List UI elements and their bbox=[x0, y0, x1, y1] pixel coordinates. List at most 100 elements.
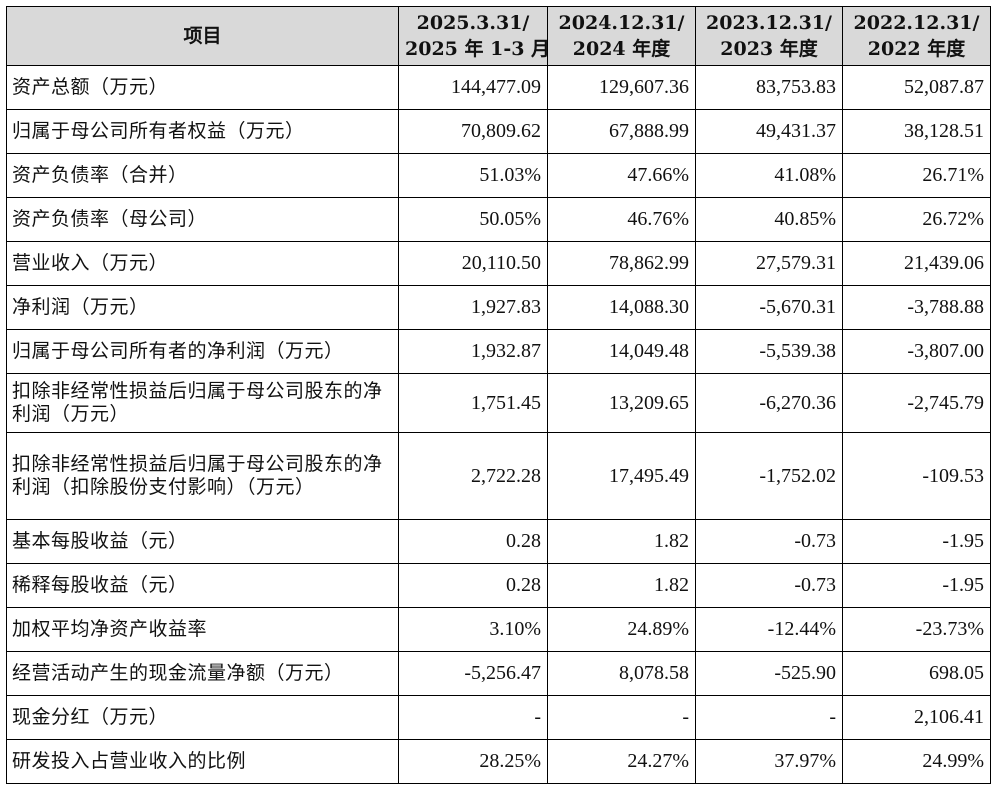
cell-value: 40.85% bbox=[695, 197, 843, 242]
cell-value: 51.03% bbox=[398, 153, 548, 198]
cell-value: 24.89% bbox=[547, 607, 696, 652]
table-row: 经营活动产生的现金流量净额（万元） -5,256.47 8,078.58 -52… bbox=[6, 651, 991, 696]
cell-value: 21,439.06 bbox=[842, 241, 991, 286]
cell-value: 14,088.30 bbox=[547, 285, 696, 330]
header-period-2023: 2023.12.31/ 2023 年度 bbox=[695, 6, 843, 66]
row-label: 加权平均净资产收益率 bbox=[6, 607, 399, 652]
row-label: 稀释每股收益（元） bbox=[6, 563, 399, 608]
cell-value: 37.97% bbox=[695, 739, 843, 784]
cell-value: 47.66% bbox=[547, 153, 696, 198]
row-label: 基本每股收益（元） bbox=[6, 519, 399, 564]
row-label: 营业收入（万元） bbox=[6, 241, 399, 286]
cell-value: 20,110.50 bbox=[398, 241, 548, 286]
row-label: 归属于母公司所有者的净利润（万元） bbox=[6, 329, 399, 374]
row-label: 研发投入占营业收入的比例 bbox=[6, 739, 399, 784]
table-row: 净利润（万元） 1,927.83 14,088.30 -5,670.31 -3,… bbox=[6, 285, 991, 330]
cell-value: -3,788.88 bbox=[842, 285, 991, 330]
cell-value: -23.73% bbox=[842, 607, 991, 652]
cell-value: -1.95 bbox=[842, 563, 991, 608]
cell-value: 14,049.48 bbox=[547, 329, 696, 374]
cell-value: 1,751.45 bbox=[398, 373, 548, 433]
cell-value: -0.73 bbox=[695, 563, 843, 608]
table-row: 资产负债率（母公司） 50.05% 46.76% 40.85% 26.72% bbox=[6, 197, 991, 242]
table-row: 归属于母公司所有者权益（万元） 70,809.62 67,888.99 49,4… bbox=[6, 109, 991, 154]
table-row: 资产负债率（合并） 51.03% 47.66% 41.08% 26.71% bbox=[6, 153, 991, 198]
cell-value: 3.10% bbox=[398, 607, 548, 652]
cell-value: 50.05% bbox=[398, 197, 548, 242]
cell-value: 1.82 bbox=[547, 519, 696, 564]
cell-value: 1,927.83 bbox=[398, 285, 548, 330]
row-label: 资产总额（万元） bbox=[6, 65, 399, 110]
financial-summary-table: 项目 2025.3.31/ 2025 年 1-3 月 2024.12.31/ 2… bbox=[6, 6, 991, 784]
header-period-2024: 2024.12.31/ 2024 年度 bbox=[547, 6, 696, 66]
cell-value: -5,539.38 bbox=[695, 329, 843, 374]
header-period: 2024 年度 bbox=[572, 38, 671, 60]
cell-value: 26.72% bbox=[842, 197, 991, 242]
header-period-2025q1: 2025.3.31/ 2025 年 1-3 月 bbox=[398, 6, 548, 66]
row-label: 现金分红（万元） bbox=[6, 695, 399, 740]
table-row: 基本每股收益（元） 0.28 1.82 -0.73 -1.95 bbox=[6, 519, 991, 564]
cell-value: -525.90 bbox=[695, 651, 843, 696]
cell-value: 83,753.83 bbox=[695, 65, 843, 110]
header-date: 2022.12.31/ bbox=[853, 12, 980, 34]
cell-value: 8,078.58 bbox=[547, 651, 696, 696]
header-period: 2025 年 1-3 月 bbox=[405, 38, 548, 60]
table-row: 扣除非经常性损益后归属于母公司股东的净利润（扣除股份支付影响）（万元） 2,72… bbox=[6, 432, 991, 520]
cell-value: -1,752.02 bbox=[695, 432, 843, 520]
cell-value: -12.44% bbox=[695, 607, 843, 652]
table-header-row: 项目 2025.3.31/ 2025 年 1-3 月 2024.12.31/ 2… bbox=[6, 6, 991, 66]
row-label: 归属于母公司所有者权益（万元） bbox=[6, 109, 399, 154]
header-period-2022: 2022.12.31/ 2022 年度 bbox=[842, 6, 991, 66]
cell-value: 26.71% bbox=[842, 153, 991, 198]
row-label: 扣除非经常性损益后归属于母公司股东的净利润（扣除股份支付影响）（万元） bbox=[6, 432, 399, 520]
cell-value: 67,888.99 bbox=[547, 109, 696, 154]
cell-value: 13,209.65 bbox=[547, 373, 696, 433]
cell-value: 41.08% bbox=[695, 153, 843, 198]
cell-value: 0.28 bbox=[398, 563, 548, 608]
cell-value: 2,722.28 bbox=[398, 432, 548, 520]
row-label: 资产负债率（母公司） bbox=[6, 197, 399, 242]
cell-value: -0.73 bbox=[695, 519, 843, 564]
header-period: 2023 年度 bbox=[720, 38, 818, 60]
table-row: 营业收入（万元） 20,110.50 78,862.99 27,579.31 2… bbox=[6, 241, 991, 286]
header-date: 2023.12.31/ bbox=[706, 12, 832, 34]
cell-value: - bbox=[398, 695, 548, 740]
cell-value: 70,809.62 bbox=[398, 109, 548, 154]
cell-value: 144,477.09 bbox=[398, 65, 548, 110]
table-row: 加权平均净资产收益率 3.10% 24.89% -12.44% -23.73% bbox=[6, 607, 991, 652]
table-row: 资产总额（万元） 144,477.09 129,607.36 83,753.83… bbox=[6, 65, 991, 110]
cell-value: -1.95 bbox=[842, 519, 991, 564]
cell-value: 0.28 bbox=[398, 519, 548, 564]
cell-value: -109.53 bbox=[842, 432, 991, 520]
row-label: 经营活动产生的现金流量净额（万元） bbox=[6, 651, 399, 696]
header-date: 2024.12.31/ bbox=[558, 12, 685, 34]
cell-value: - bbox=[695, 695, 843, 740]
cell-value: - bbox=[547, 695, 696, 740]
cell-value: -3,807.00 bbox=[842, 329, 991, 374]
header-item: 项目 bbox=[6, 6, 399, 66]
cell-value: -6,270.36 bbox=[695, 373, 843, 433]
cell-value: 1,932.87 bbox=[398, 329, 548, 374]
row-label: 净利润（万元） bbox=[6, 285, 399, 330]
table-row: 稀释每股收益（元） 0.28 1.82 -0.73 -1.95 bbox=[6, 563, 991, 608]
financial-summary-table-container: 项目 2025.3.31/ 2025 年 1-3 月 2024.12.31/ 2… bbox=[6, 6, 991, 784]
cell-value: 1.82 bbox=[547, 563, 696, 608]
cell-value: 698.05 bbox=[842, 651, 991, 696]
cell-value: 27,579.31 bbox=[695, 241, 843, 286]
cell-value: 38,128.51 bbox=[842, 109, 991, 154]
header-date: 2025.3.31/ bbox=[416, 12, 530, 34]
header-period: 2022 年度 bbox=[867, 38, 966, 60]
row-label: 资产负债率（合并） bbox=[6, 153, 399, 198]
cell-value: 24.99% bbox=[842, 739, 991, 784]
row-label: 扣除非经常性损益后归属于母公司股东的净利润（万元） bbox=[6, 373, 399, 433]
cell-value: 2,106.41 bbox=[842, 695, 991, 740]
cell-value: -2,745.79 bbox=[842, 373, 991, 433]
table-row: 归属于母公司所有者的净利润（万元） 1,932.87 14,049.48 -5,… bbox=[6, 329, 991, 374]
cell-value: 28.25% bbox=[398, 739, 548, 784]
cell-value: 49,431.37 bbox=[695, 109, 843, 154]
cell-value: 17,495.49 bbox=[547, 432, 696, 520]
table-row: 现金分红（万元） - - - 2,106.41 bbox=[6, 695, 991, 740]
table-row: 扣除非经常性损益后归属于母公司股东的净利润（万元） 1,751.45 13,20… bbox=[6, 373, 991, 433]
cell-value: 52,087.87 bbox=[842, 65, 991, 110]
cell-value: 24.27% bbox=[547, 739, 696, 784]
